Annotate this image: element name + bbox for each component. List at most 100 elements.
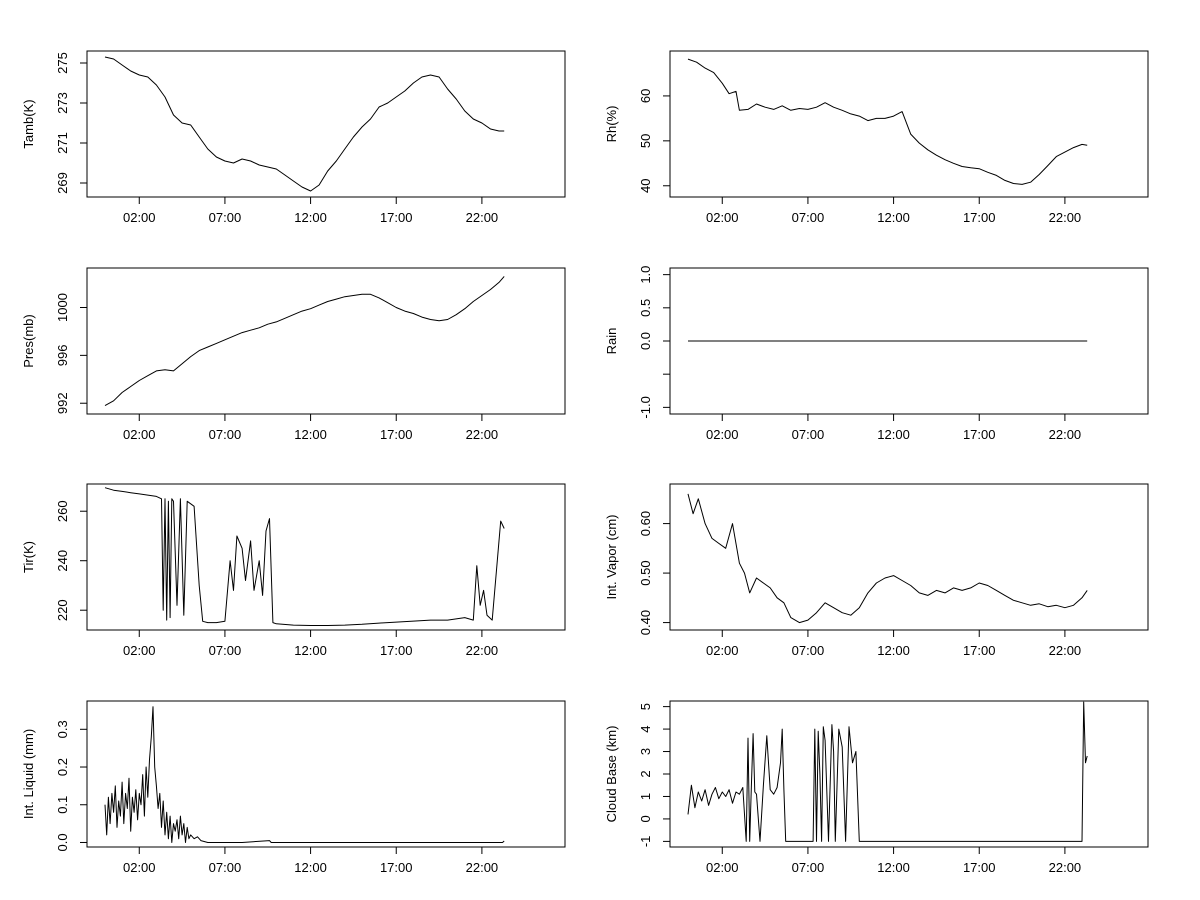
plot-frame xyxy=(86,483,566,631)
plot-frame xyxy=(669,700,1149,848)
x-tick-label: 17:00 xyxy=(380,860,413,875)
x-axis: 02:00 07:00 12:00 17:00 22:00 xyxy=(123,414,498,442)
y-tick-label: 269 xyxy=(55,172,70,194)
series-line xyxy=(687,493,1088,624)
y-tick-label: 240 xyxy=(55,550,70,572)
y-tick-label: 260 xyxy=(55,500,70,522)
x-tick-label: 07:00 xyxy=(209,427,242,442)
y-axis: -1.0 0.0 0.5 1.0 xyxy=(638,266,670,419)
x-tick-label: 12:00 xyxy=(877,643,910,658)
y-tick-label: 50 xyxy=(638,134,653,148)
x-tick-label: 12:00 xyxy=(294,643,327,658)
y-tick-label: 5 xyxy=(638,703,653,710)
y-axis: 269 271 273 275 xyxy=(55,52,87,194)
x-tick-label: 12:00 xyxy=(877,427,910,442)
x-tick-label: 02:00 xyxy=(706,427,739,442)
plot-frame xyxy=(86,267,566,415)
y-tick-label: -1 xyxy=(638,836,653,848)
x-tick-label: 02:00 xyxy=(123,210,156,225)
y-tick-label: 0.50 xyxy=(638,560,653,585)
x-tick-label: 07:00 xyxy=(209,643,242,658)
x-tick-label: 02:00 xyxy=(123,860,156,875)
y-tick-label: 4 xyxy=(638,725,653,732)
series-line xyxy=(104,706,505,843)
x-tick-label: 12:00 xyxy=(294,860,327,875)
y-axis: 0.0 0.1 0.2 0.3 xyxy=(55,720,87,852)
y-tick-label: 992 xyxy=(55,392,70,414)
y-tick-label: 0.1 xyxy=(55,796,70,814)
y-tick-label: 0.5 xyxy=(638,299,653,317)
x-tick-label: 07:00 xyxy=(792,860,825,875)
x-tick-label: 17:00 xyxy=(963,427,996,442)
x-tick-label: 07:00 xyxy=(792,210,825,225)
y-tick-label: 0.0 xyxy=(55,833,70,851)
x-axis: 02:00 07:00 12:00 17:00 22:00 xyxy=(123,630,498,658)
x-tick-label: 12:00 xyxy=(877,210,910,225)
y-tick-label: 0.2 xyxy=(55,758,70,776)
panel-8: 02:00 07:00 12:00 17:00 22:00 -1 0 1 2 3 4 5 Cloud B… xyxy=(604,700,1149,875)
y-tick-label: 60 xyxy=(638,89,653,103)
y-tick-label: 1 xyxy=(638,793,653,800)
x-tick-label: 02:00 xyxy=(706,860,739,875)
x-tick-label: 07:00 xyxy=(209,860,242,875)
y-tick-label: 3 xyxy=(638,748,653,755)
y-tick-label: 273 xyxy=(55,92,70,114)
x-axis: 02:00 07:00 12:00 17:00 22:00 xyxy=(123,197,498,225)
x-tick-label: 22:00 xyxy=(466,427,499,442)
series-line xyxy=(687,58,1088,185)
x-tick-label: 07:00 xyxy=(792,643,825,658)
x-tick-label: 12:00 xyxy=(294,427,327,442)
y-tick-label: 1000 xyxy=(55,293,70,322)
y-tick-label: 2 xyxy=(638,770,653,777)
x-axis: 02:00 07:00 12:00 17:00 22:00 xyxy=(706,197,1081,225)
x-tick-label: 17:00 xyxy=(963,210,996,225)
x-tick-label: 07:00 xyxy=(209,210,242,225)
y-axis: -1 0 1 2 3 4 5 xyxy=(638,703,670,847)
panel-7: 02:00 07:00 12:00 17:00 22:00 0.0 0.1 0.2 0.3 Int… xyxy=(21,700,566,875)
series-line xyxy=(687,701,1088,842)
y-tick-label: 0 xyxy=(638,815,653,822)
plot-frame xyxy=(86,700,566,848)
x-tick-label: 12:00 xyxy=(877,860,910,875)
y-axis-label: Tamb(K) xyxy=(21,99,36,148)
y-tick-label: 0.3 xyxy=(55,720,70,738)
y-tick-label: 275 xyxy=(55,52,70,74)
panel-4: 02:00 07:00 12:00 17:00 22:00 -1.0 0.0 0.5 1.0 Ra… xyxy=(604,266,1149,442)
series-line xyxy=(104,276,505,407)
panel-2: 02:00 07:00 12:00 17:00 22:00 40 50 60 Rh(%) xyxy=(604,50,1149,225)
y-tick-label: 40 xyxy=(638,179,653,193)
x-tick-label: 22:00 xyxy=(1049,643,1082,658)
y-axis-label: Pres(mb) xyxy=(21,314,36,367)
x-tick-label: 17:00 xyxy=(380,210,413,225)
x-tick-label: 22:00 xyxy=(466,210,499,225)
y-tick-label: 220 xyxy=(55,599,70,621)
x-axis: 02:00 07:00 12:00 17:00 22:00 xyxy=(706,630,1081,658)
panel-1: 02:00 07:00 12:00 17:00 22:00 269 271 273 275 Tam… xyxy=(21,50,566,225)
y-tick-label: 0.60 xyxy=(638,511,653,536)
x-axis: 02:00 07:00 12:00 17:00 22:00 xyxy=(706,414,1081,442)
x-tick-label: 22:00 xyxy=(1049,427,1082,442)
x-tick-label: 07:00 xyxy=(792,427,825,442)
y-axis-label: Int. Vapor (cm) xyxy=(604,514,619,599)
y-axis-label: Rh(%) xyxy=(604,106,619,143)
panel-5: 02:00 07:00 12:00 17:00 22:00 220 240 260 Tir(K) xyxy=(21,483,566,658)
y-tick-label: 0.0 xyxy=(638,332,653,350)
x-tick-label: 17:00 xyxy=(380,643,413,658)
x-tick-label: 12:00 xyxy=(294,210,327,225)
y-tick-label: 996 xyxy=(55,345,70,367)
x-tick-label: 22:00 xyxy=(1049,210,1082,225)
x-tick-label: 02:00 xyxy=(706,643,739,658)
x-tick-label: 02:00 xyxy=(123,643,156,658)
x-tick-label: 22:00 xyxy=(466,860,499,875)
x-tick-label: 02:00 xyxy=(123,427,156,442)
x-axis: 02:00 07:00 12:00 17:00 22:00 xyxy=(123,847,498,875)
y-axis: 220 240 260 xyxy=(55,500,87,621)
x-tick-label: 17:00 xyxy=(380,427,413,442)
x-tick-label: 02:00 xyxy=(706,210,739,225)
plot-frame xyxy=(669,50,1149,198)
y-tick-label: 1.0 xyxy=(638,266,653,284)
y-axis: 40 50 60 xyxy=(638,89,670,193)
x-tick-label: 17:00 xyxy=(963,643,996,658)
y-tick-label: 271 xyxy=(55,132,70,154)
